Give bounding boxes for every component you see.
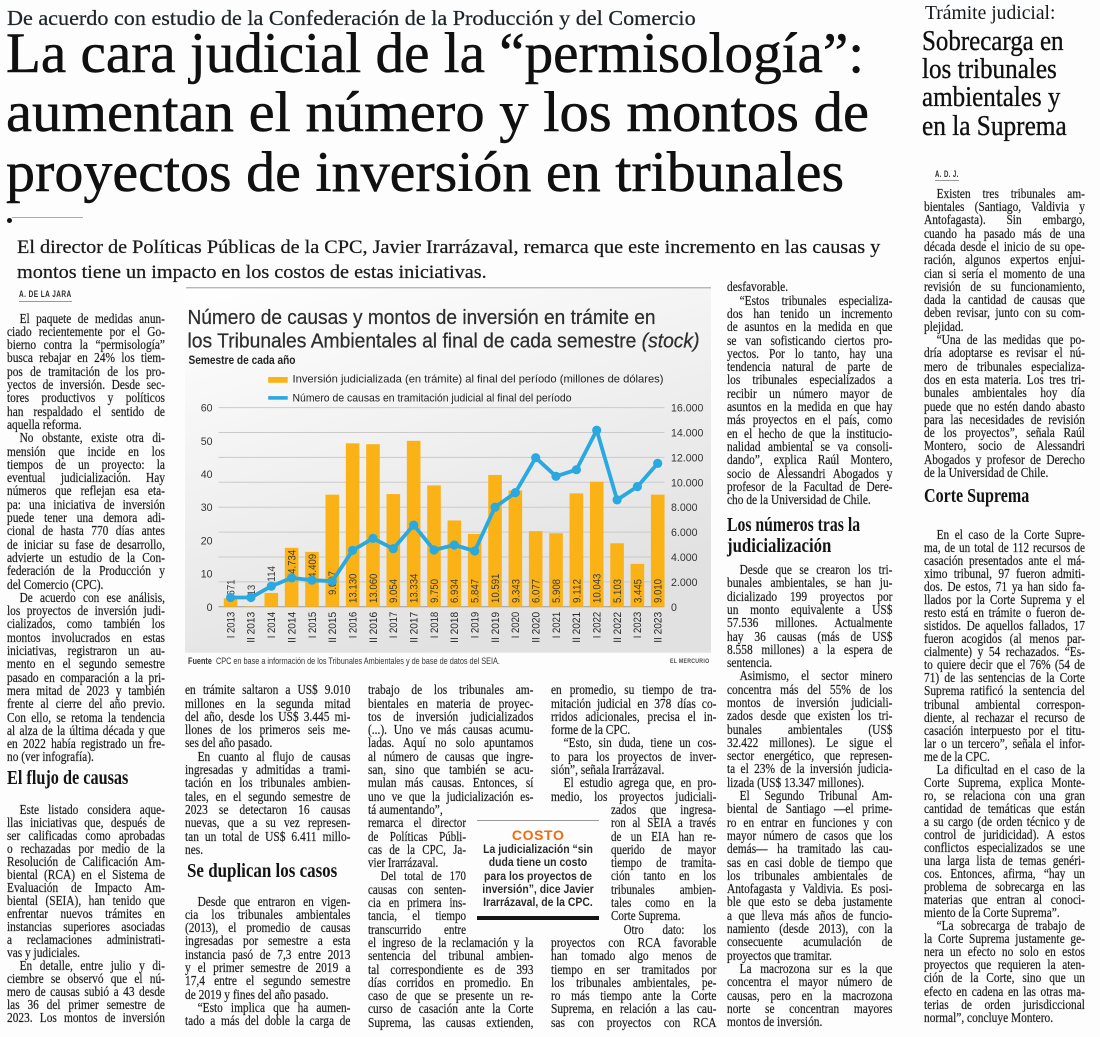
svg-text:5.908: 5.908 — [550, 579, 562, 603]
svg-text:I 2023: I 2023 — [632, 612, 644, 639]
svg-text:10.043: 10.043 — [591, 574, 603, 603]
svg-text:13.060: 13.060 — [367, 574, 379, 603]
svg-text:II 2015: II 2015 — [327, 612, 339, 643]
svg-text:9.054: 9.054 — [388, 579, 400, 603]
svg-text:5.847: 5.847 — [469, 579, 481, 603]
svg-text:I 2020: I 2020 — [510, 612, 522, 639]
svg-text:II 2018: II 2018 — [449, 612, 461, 643]
svg-text:I 2016: I 2016 — [347, 612, 359, 639]
svg-text:13.334: 13.334 — [408, 574, 420, 603]
svg-text:II 2016: II 2016 — [367, 612, 379, 643]
svg-text:II 2022: II 2022 — [611, 612, 623, 643]
svg-text:13: 13 — [245, 585, 257, 596]
svg-text:20: 20 — [200, 535, 212, 547]
svg-text:3.445: 3.445 — [632, 579, 644, 603]
svg-text:II 2013: II 2013 — [245, 612, 257, 643]
svg-text:10.591: 10.591 — [489, 574, 501, 603]
svg-text:16.000: 16.000 — [671, 403, 704, 415]
svg-text:I 2013: I 2013 — [225, 612, 237, 639]
svg-text:Semestre de cada año: Semestre de cada año — [188, 355, 295, 367]
svg-text:0: 0 — [671, 602, 677, 614]
svg-text:Número de causas y montos de i: Número de causas y montos de inversión e… — [187, 306, 655, 329]
svg-text:4.000: 4.000 — [671, 552, 698, 564]
svg-text:II 2020: II 2020 — [530, 612, 542, 643]
svg-text:II 2021: II 2021 — [571, 612, 583, 643]
svg-text:6.000: 6.000 — [671, 527, 698, 539]
svg-text:9.112: 9.112 — [571, 579, 583, 603]
svg-text:los Tribunales Ambientales al: los Tribunales Ambientales al final de c… — [187, 330, 699, 353]
svg-text:I 2014: I 2014 — [266, 612, 278, 639]
svg-text:I 2018: I 2018 — [428, 612, 440, 639]
svg-text:I 2022: I 2022 — [591, 612, 603, 639]
svg-text:30: 30 — [200, 502, 212, 514]
svg-text:Número de causas en tramitació: Número de causas en tramitación judicial… — [292, 393, 571, 405]
svg-text:6.934: 6.934 — [449, 579, 461, 603]
svg-text:9.750: 9.750 — [428, 579, 440, 603]
svg-text:I 2021: I 2021 — [550, 612, 562, 639]
svg-text:2.000: 2.000 — [671, 577, 698, 589]
svg-text:10: 10 — [200, 569, 212, 581]
svg-text:I 2019: I 2019 — [469, 612, 481, 639]
svg-text:671: 671 — [225, 580, 237, 596]
svg-text:6.077: 6.077 — [530, 579, 542, 603]
svg-text:60: 60 — [200, 403, 212, 415]
svg-text:II 2017: II 2017 — [408, 612, 420, 643]
svg-text:10.000: 10.000 — [671, 477, 704, 489]
svg-text:14.000: 14.000 — [671, 428, 704, 440]
svg-text:4.409: 4.409 — [306, 554, 318, 578]
svg-text:12.000: 12.000 — [671, 452, 704, 464]
svg-text:0: 0 — [206, 602, 212, 614]
svg-text:8.000: 8.000 — [671, 502, 698, 514]
svg-text:50: 50 — [200, 436, 212, 448]
svg-text:II 2014: II 2014 — [286, 612, 298, 643]
svg-text:4.734: 4.734 — [286, 550, 298, 574]
svg-text:Inversión judicializada (en tr: Inversión judicializada (en trámite) al … — [292, 374, 663, 386]
svg-text:9.343: 9.343 — [510, 579, 522, 603]
svg-text:13.130: 13.130 — [347, 574, 359, 603]
svg-text:I 2017: I 2017 — [388, 612, 400, 639]
svg-text:5.103: 5.103 — [611, 579, 623, 603]
svg-text:I 2015: I 2015 — [306, 612, 318, 639]
svg-text:II 2023: II 2023 — [652, 612, 664, 643]
svg-text:40: 40 — [200, 469, 212, 481]
svg-text:II 2019: II 2019 — [489, 612, 501, 643]
svg-text:9.010: 9.010 — [652, 579, 664, 603]
